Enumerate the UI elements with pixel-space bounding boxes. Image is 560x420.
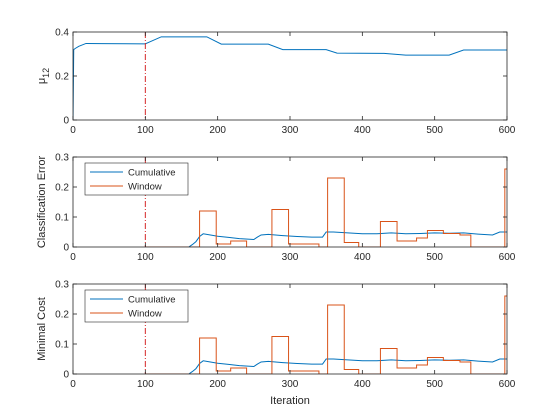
legend-label-window: Window [128, 182, 162, 193]
classification-error-y-tick-label: 0 [63, 243, 69, 254]
mu12-x-tick-label: 600 [499, 125, 516, 136]
classification-error-y-tick-label: 0.1 [55, 213, 69, 224]
mu12-x-tick-label: 500 [426, 125, 443, 136]
legend-label-window: Window [128, 309, 162, 320]
mu12-y-axis-label: μ12 [36, 68, 51, 84]
classification-error-x-tick-label: 200 [209, 252, 226, 263]
minimal-cost-x-tick-label: 500 [426, 379, 443, 390]
minimal-cost-x-tick-label: 200 [209, 379, 226, 390]
classification-error-series-window-line [145, 168, 507, 247]
minimal-cost-y-tick-label: 0.3 [55, 280, 69, 291]
mu12-x-tick-label: 300 [282, 125, 299, 136]
legend-box [84, 162, 189, 196]
minimal-cost-y-tick-label: 0 [63, 370, 69, 381]
classification-error-x-tick-label: 0 [70, 252, 76, 263]
minimal-cost-x-tick-label: 300 [282, 379, 299, 390]
minimal-cost-x-tick-label: 100 [137, 379, 154, 390]
minimal-cost-x-axis-label: Iteration [270, 395, 310, 407]
legend-box [84, 289, 189, 323]
minimal-cost-legend: Cumulative Window [84, 289, 189, 323]
minimal-cost-x-tick-label: 600 [499, 379, 516, 390]
classification-error-panel: 0 100 200 300 400 500 600 0 0.1 0.2 0.3 Classificat… [36, 153, 516, 264]
mu12-x-tick-label: 100 [137, 125, 154, 136]
mu12-y-tick-label: 0 [63, 116, 69, 127]
mu12-x-tick-label: 200 [209, 125, 226, 136]
minimal-cost-x-tick-label: 400 [354, 379, 371, 390]
classification-error-y-tick-label: 0.2 [55, 183, 69, 194]
minimal-cost-series-window-line [145, 295, 507, 374]
classification-error-x-tick-label: 500 [426, 252, 443, 263]
mu12-panel: 0 100 200 300 400 500 600 0 0.2 0.4 μ12 [36, 28, 516, 137]
mu12-y-tick-label: 0.2 [55, 72, 69, 83]
mu12-plot-area [73, 32, 507, 120]
classification-error-x-tick-label: 600 [499, 252, 516, 263]
classification-error-x-tick-label: 300 [282, 252, 299, 263]
minimal-cost-y-axis-label: Minimal Cost [36, 297, 48, 361]
classification-error-y-axis-label: Classification Error [36, 156, 48, 249]
legend-label-cumulative: Cumulative [128, 295, 176, 306]
classification-error-y-tick-label: 0.3 [55, 153, 69, 164]
mu12-x-tick-label: 0 [70, 125, 76, 136]
legend-label-cumulative: Cumulative [128, 168, 176, 179]
classification-error-x-tick-label: 100 [137, 252, 154, 263]
minimal-cost-y-tick-label: 0.2 [55, 310, 69, 321]
mu12-series-line-line [73, 36, 507, 120]
classification-error-legend: Cumulative Window [84, 162, 189, 196]
minimal-cost-x-tick-label: 0 [70, 379, 76, 390]
minimal-cost-y-tick-label: 0.1 [55, 340, 69, 351]
classification-error-x-tick-label: 400 [354, 252, 371, 263]
y-axis-label-main: μ [36, 78, 48, 84]
y-axis-label-subscript: 12 [41, 68, 51, 78]
mu12-y-tick-label: 0.4 [55, 28, 69, 39]
minimal-cost-panel: 0 100 200 300 400 500 600 0 0.1 0.2 0.3 Minimal Cos… [36, 280, 516, 408]
mu12-x-tick-label: 400 [354, 125, 371, 136]
